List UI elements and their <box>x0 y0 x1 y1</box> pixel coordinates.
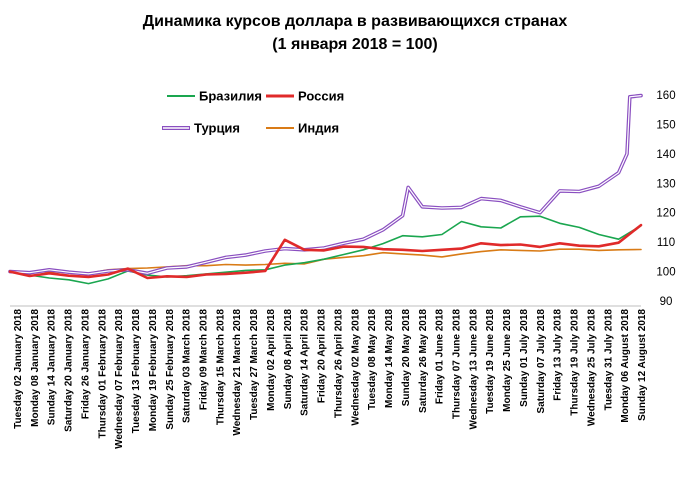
legend-label: Турция <box>194 121 240 136</box>
x-tick-label: Saturday 03 March 2018 <box>182 309 193 423</box>
x-tick-label: Tuesday 08 May 2018 <box>367 309 378 410</box>
x-tick-label: Thursday 15 March 2018 <box>215 309 226 426</box>
x-tick-label: Thursday 07 June 2018 <box>452 309 463 419</box>
x-tick-label: Sunday 25 February 2018 <box>165 309 176 430</box>
series-line-india <box>9 248 642 275</box>
y-tick-label: 150 <box>656 119 675 131</box>
y-tick-label: 130 <box>656 178 675 190</box>
x-tick-label: Friday 20 April 2018 <box>317 309 328 404</box>
x-tick-label: Tuesday 13 February 2018 <box>131 309 142 434</box>
x-tick-label: Sunday 14 January 2018 <box>47 309 58 426</box>
x-tick-label: Sunday 12 August 2018 <box>637 309 648 421</box>
x-tick-label: Wednesday 21 March 2018 <box>232 309 243 436</box>
y-tick-label: 120 <box>656 208 675 220</box>
x-tick-label: Friday 26 January 2018 <box>81 309 92 420</box>
chart-title: Динамика курсов доллара в развивающихся … <box>143 13 568 30</box>
legend: Бразилия Россия Турция Индия <box>162 89 344 136</box>
x-tick-label: Friday 13 July 2018 <box>553 309 564 401</box>
x-tick-label: Sunday 01 July 2018 <box>519 309 530 407</box>
x-tick-label: Thursday 26 April 2018 <box>333 309 344 419</box>
x-tick-label: Thursday 19 July 2018 <box>570 309 581 416</box>
x-tick-label: Saturday 07 July 2018 <box>536 309 547 414</box>
series-line-brazil <box>9 215 642 285</box>
x-tick-label: Tuesday 31 July 2018 <box>603 309 614 411</box>
series-lines <box>8 93 643 285</box>
x-tick-label: Monday 14 May 2018 <box>384 309 395 408</box>
legend-label: Индия <box>298 121 339 136</box>
x-tick-label: Wednesday 13 June 2018 <box>468 309 479 430</box>
x-tick-label: Saturday 20 January 2018 <box>64 309 75 432</box>
x-tick-label: Monday 06 August 2018 <box>620 309 631 423</box>
x-tick-label: Friday 01 June 2018 <box>435 309 446 404</box>
series-line-russia <box>8 223 643 280</box>
y-axis: 90 100 110 120 130 140 150 160 <box>656 90 675 308</box>
chart-subtitle: (1 января 2018 = 100) <box>272 36 437 53</box>
y-tick-label: 140 <box>656 149 675 161</box>
x-tick-label: Friday 09 March 2018 <box>199 309 210 411</box>
x-tick-label: Saturday 26 May 2018 <box>418 309 429 413</box>
legend-label: Россия <box>298 89 344 104</box>
x-tick-label: Saturday 14 April 2018 <box>300 309 311 416</box>
y-tick-label: 160 <box>656 90 675 102</box>
x-tick-label: Tuesday 19 June 2018 <box>485 309 496 414</box>
x-tick-label: Thursday 01 February 2018 <box>97 309 108 439</box>
x-tick-label: Monday 19 February 2018 <box>148 309 159 432</box>
y-tick-label: 90 <box>660 296 673 308</box>
x-tick-label: Monday 08 January 2018 <box>30 309 41 427</box>
x-tick-label: Monday 02 April 2018 <box>266 309 277 411</box>
x-tick-label: Tuesday 02 January 2018 <box>13 309 24 429</box>
legend-label: Бразилия <box>199 89 262 104</box>
y-tick-label: 100 <box>656 267 675 279</box>
x-tick-label: Monday 25 June 2018 <box>502 309 513 412</box>
x-axis: Tuesday 02 January 2018 Monday 08 January… <box>10 305 648 449</box>
x-tick-label: Wednesday 02 May 2018 <box>350 309 361 426</box>
y-tick-label: 110 <box>657 237 675 249</box>
x-tick-label: Sunday 08 April 2018 <box>283 309 294 410</box>
x-tick-label: Tuesday 27 March 2018 <box>249 309 260 420</box>
x-tick-label: Wednesday 25 July 2018 <box>586 309 597 427</box>
x-tick-label: Wednesday 07 February 2018 <box>114 309 125 449</box>
x-tick-label: Sunday 20 May 2018 <box>401 309 412 407</box>
